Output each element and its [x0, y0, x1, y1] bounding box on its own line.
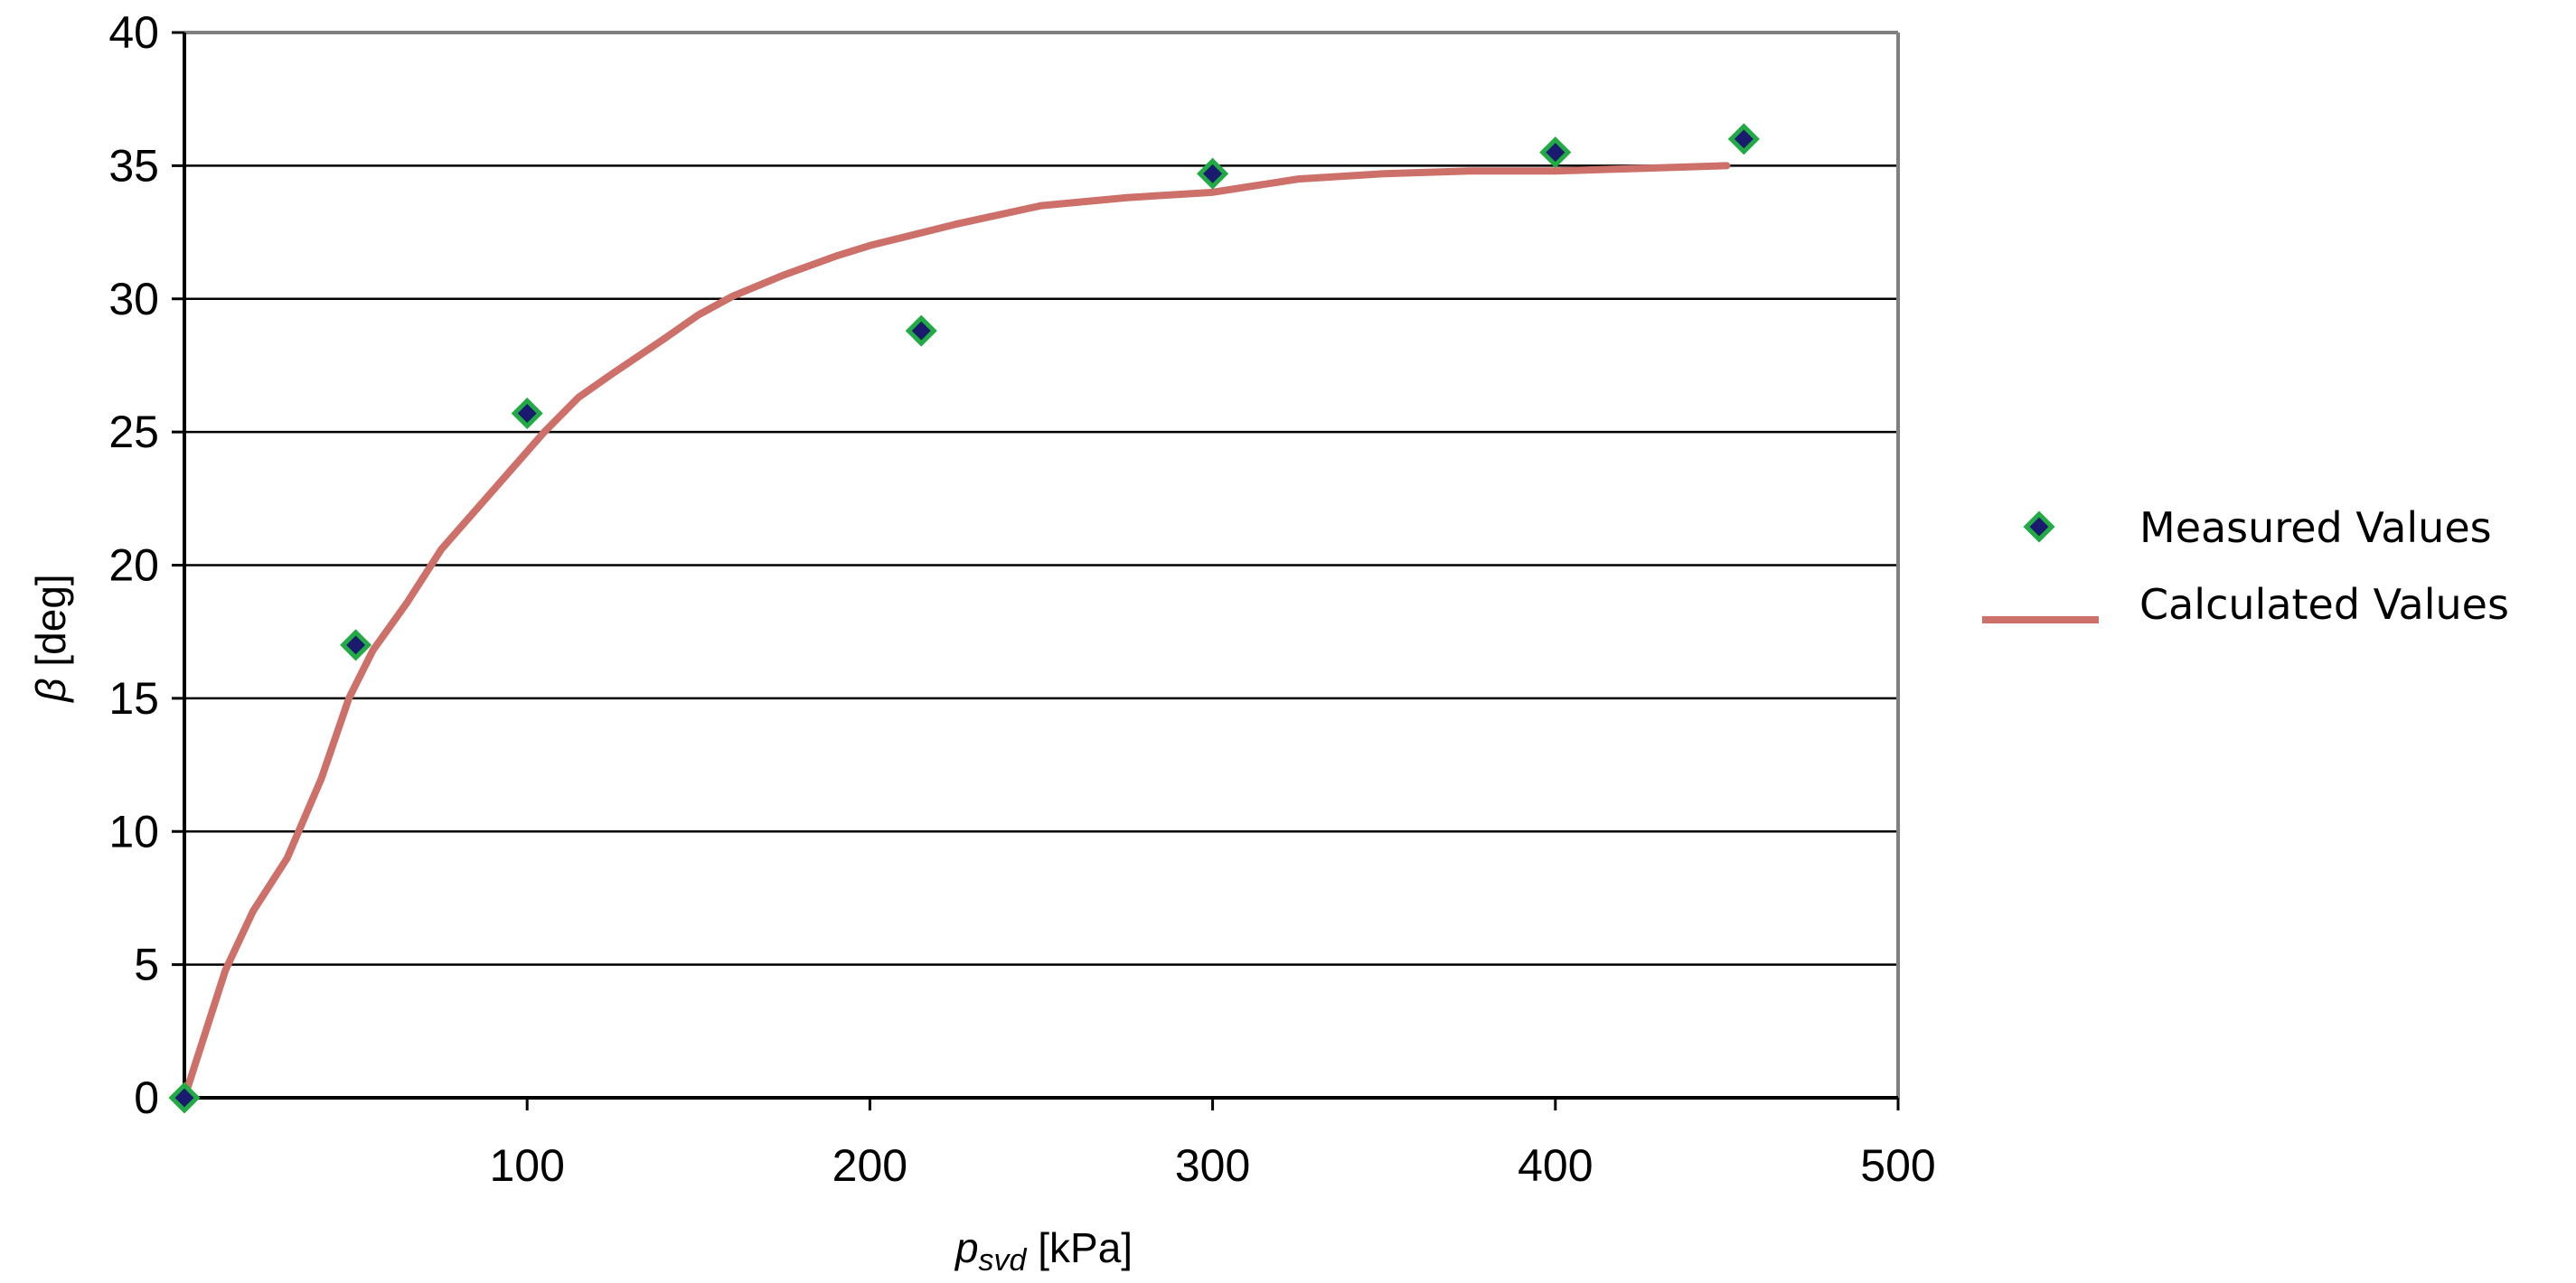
y-axis-label-unit: [deg]: [27, 574, 74, 678]
y-tick-label: 30: [108, 274, 159, 324]
measured-value-point: [1727, 123, 1760, 155]
x-axis-label-unit: [kPa]: [1026, 1224, 1133, 1271]
y-tick-label: 20: [108, 540, 159, 591]
x-tick-label: 100: [489, 1140, 564, 1191]
x-axis-label-main: p: [954, 1224, 979, 1271]
y-tick-label: 35: [108, 140, 159, 191]
x-axis-label-subscript: svd: [979, 1243, 1028, 1278]
legend-item-calculated: Calculated Values: [1982, 580, 2509, 629]
legend-item-measured: Measured Values: [2023, 503, 2492, 552]
measured-value-point: [340, 629, 372, 661]
measured-value-point: [168, 1082, 201, 1114]
x-tick-label: 300: [1175, 1140, 1250, 1191]
marker-layer: [168, 123, 1760, 1114]
calculated-values-line: [181, 162, 1731, 1101]
measured-value-point: [1539, 136, 1572, 169]
measured-value-point: [1197, 157, 1229, 190]
x-axis-label: psvd [kPa]: [954, 1224, 1133, 1278]
x-tick-label: 200: [832, 1140, 907, 1191]
y-tick-labels: 0 5 10 15 20 25 30 35 40: [108, 7, 159, 1123]
x-tick-label: 400: [1518, 1140, 1593, 1191]
y-tick-label: 10: [108, 806, 159, 857]
series-layer: [181, 162, 1731, 1101]
y-axis-label: β [deg]: [27, 574, 74, 703]
grid-lines: [184, 164, 1898, 966]
legend: Measured Values Calculated Values: [1982, 503, 2509, 629]
measured-value-point: [511, 397, 543, 430]
legend-label-measured: Measured Values: [2139, 503, 2492, 552]
y-axis-label-symbol: β: [27, 678, 74, 703]
measured-value-point: [905, 314, 937, 347]
y-tick-label: 25: [108, 407, 159, 457]
y-tick-label: 0: [134, 1072, 159, 1123]
y-tick-label: 5: [134, 940, 159, 990]
y-tick-label: 40: [108, 7, 159, 58]
legend-swatch-measured: [2023, 510, 2055, 543]
y-tick-label: 15: [108, 673, 159, 724]
axes: [172, 31, 1900, 1110]
x-tick-label: 500: [1860, 1140, 1935, 1191]
legend-label-calculated: Calculated Values: [2139, 580, 2509, 629]
x-tick-labels: 100 200 300 400 500: [489, 1140, 1935, 1191]
